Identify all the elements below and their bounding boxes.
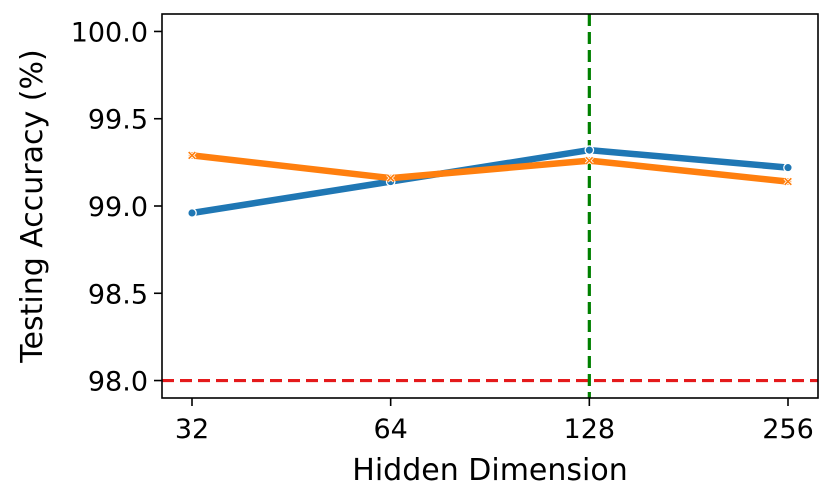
reference-lines <box>162 14 818 398</box>
series-1-point <box>783 162 793 173</box>
x-tick-label: 128 <box>564 414 616 445</box>
x-tick-label: 32 <box>175 414 209 445</box>
series-2-point <box>584 156 594 166</box>
x-tick-label: 256 <box>762 414 814 445</box>
y-axis: 98.0 98.5 99.0 99.5 100.0 <box>71 17 162 398</box>
series-2-point <box>783 177 793 186</box>
y-tick-label: 99.5 <box>88 105 148 136</box>
series-2-point <box>386 173 396 183</box>
y-tick-label: 98.0 <box>88 367 148 398</box>
y-axis-label: Testing Accuracy (%) <box>15 49 50 363</box>
y-tick-label: 100.0 <box>71 17 148 48</box>
x-tick-label: 64 <box>373 414 407 445</box>
plot-frame <box>161 13 819 399</box>
series-layer <box>187 145 793 218</box>
y-tick-label: 98.5 <box>88 279 148 310</box>
series-1-point <box>584 145 595 155</box>
x-axis: 32 64 128 256 <box>175 398 814 445</box>
y-tick-label: 99.0 <box>88 192 148 223</box>
series-1-point <box>187 208 197 218</box>
x-axis-label: Hidden Dimension <box>352 453 627 488</box>
series-line-1 <box>188 146 792 217</box>
series-2-point <box>187 150 197 160</box>
series-line-2 <box>188 152 792 185</box>
